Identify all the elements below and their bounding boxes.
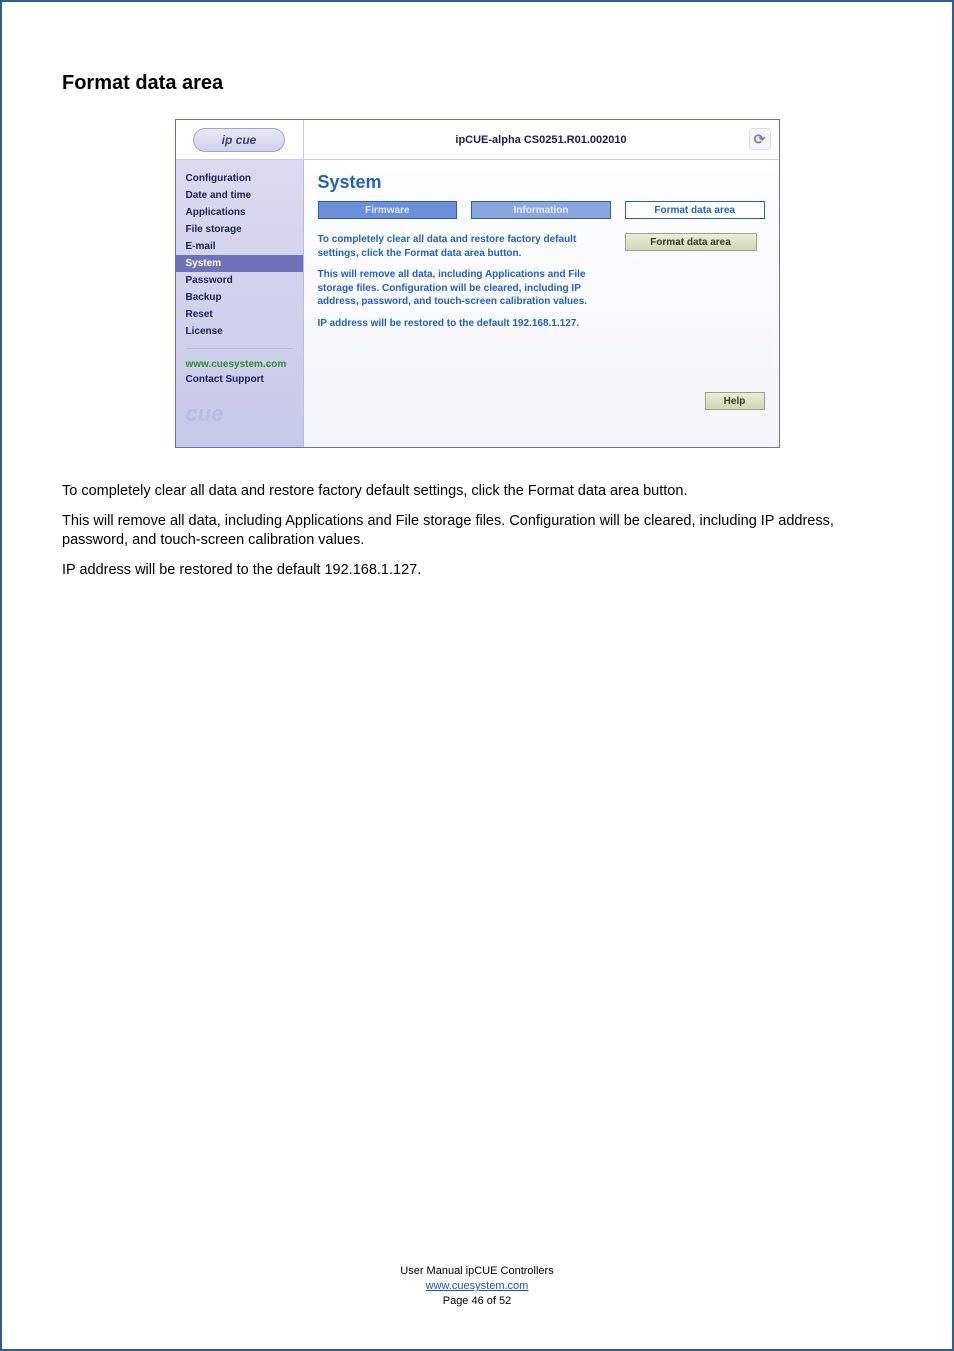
footer-line3: Page 46 of 52 <box>2 1294 952 1309</box>
sidebar-item-system[interactable]: System <box>176 255 303 272</box>
sidebar-item-configuration[interactable]: Configuration <box>176 170 303 187</box>
body-para2: This will remove all data, including App… <box>62 512 892 551</box>
page-title: Format data area <box>62 72 892 95</box>
sidebar-nav: Configuration Date and time Applications… <box>176 170 303 340</box>
content-heading: System <box>318 172 765 193</box>
sidebar-item-filestorage[interactable]: File storage <box>176 221 303 238</box>
page-frame: Format data area ip cue ipCUE-alpha CS02… <box>0 0 954 1351</box>
content-para1: To completely clear all data and restore… <box>318 233 611 260</box>
body-copy: To completely clear all data and restore… <box>62 482 892 580</box>
admin-body: Configuration Date and time Applications… <box>176 160 779 447</box>
tab-format-data-area[interactable]: Format data area <box>625 201 765 219</box>
content-text: To completely clear all data and restore… <box>318 233 611 338</box>
tab-firmware[interactable]: Firmware <box>318 201 458 219</box>
content-para3: IP address will be restored to the defau… <box>318 317 611 331</box>
tab-row: Firmware Information Format data area <box>318 201 765 219</box>
footer-line1: User Manual ipCUE Controllers <box>2 1264 952 1279</box>
sidebar-item-datetime[interactable]: Date and time <box>176 187 303 204</box>
sidebar-item-reset[interactable]: Reset <box>176 306 303 323</box>
sidebar-item-backup[interactable]: Backup <box>176 289 303 306</box>
admin-header: ip cue ipCUE-alpha CS0251.R01.002010 ⟳ <box>176 120 779 160</box>
sidebar: Configuration Date and time Applications… <box>176 160 304 447</box>
body-para3: IP address will be restored to the defau… <box>62 561 892 581</box>
sidebar-separator <box>186 348 293 349</box>
format-data-area-button[interactable]: Format data area <box>625 233 757 251</box>
admin-screenshot: ip cue ipCUE-alpha CS0251.R01.002010 ⟳ C… <box>175 119 780 448</box>
logo-text: ip cue <box>222 133 257 147</box>
logo-cell: ip cue <box>176 120 304 160</box>
content-panel: System Firmware Information Format data … <box>304 160 779 447</box>
sidebar-item-applications[interactable]: Applications <box>176 204 303 221</box>
page-footer: User Manual ipCUE Controllers www.cuesys… <box>2 1264 952 1309</box>
refresh-icon[interactable]: ⟳ <box>749 128 771 150</box>
body-para1: To completely clear all data and restore… <box>62 482 892 502</box>
help-button[interactable]: Help <box>705 392 765 410</box>
sidebar-item-license[interactable]: License <box>176 323 303 340</box>
sidebar-item-email[interactable]: E-mail <box>176 238 303 255</box>
help-row: Help <box>318 392 765 410</box>
content-side: Format data area <box>625 233 765 338</box>
content-para2: This will remove all data, including App… <box>318 268 611 309</box>
ipcue-logo: ip cue <box>193 128 285 152</box>
refresh-glyph: ⟳ <box>754 131 766 148</box>
sidebar-link-support[interactable]: Contact Support <box>176 372 303 395</box>
sidebar-item-password[interactable]: Password <box>176 272 303 289</box>
footer-link[interactable]: www.cuesystem.com <box>426 1280 529 1292</box>
device-title-bar: ipCUE-alpha CS0251.R01.002010 ⟳ <box>304 120 779 160</box>
content-row: To completely clear all data and restore… <box>318 233 765 338</box>
tab-information[interactable]: Information <box>471 201 611 219</box>
sidebar-link-website[interactable]: www.cuesystem.com <box>176 357 303 372</box>
sidebar-brand: cue <box>176 395 303 437</box>
device-title: ipCUE-alpha CS0251.R01.002010 <box>455 134 626 146</box>
